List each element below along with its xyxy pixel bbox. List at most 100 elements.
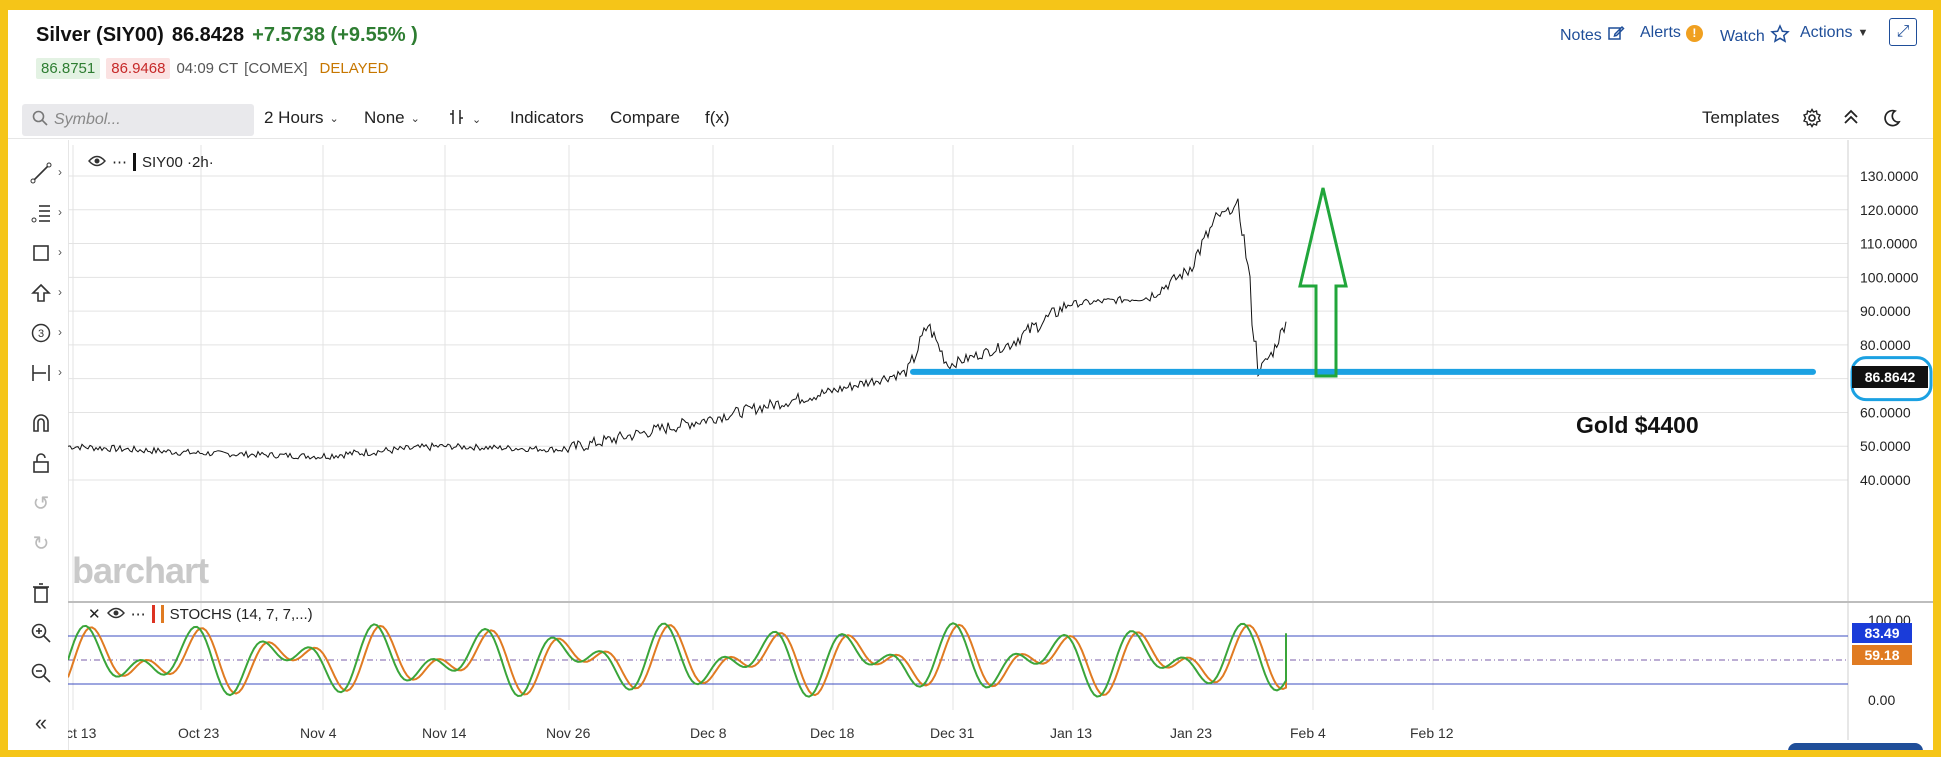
x-tick-label: Feb 12 bbox=[1410, 725, 1454, 741]
templates-button[interactable]: Templates bbox=[1702, 108, 1780, 127]
series-color-swatch bbox=[160, 605, 164, 623]
indicators-button[interactable]: Indicators bbox=[510, 108, 584, 127]
watch-label: Watch bbox=[1720, 27, 1765, 45]
series-name: SIY00 ·2h· bbox=[142, 153, 214, 171]
quote-subline: 86.8751 86.9468 04:09 CT [COMEX] DELAYED bbox=[36, 58, 388, 79]
scroll-handle[interactable] bbox=[1788, 743, 1923, 750]
symbol-placeholder: Symbol... bbox=[54, 111, 121, 128]
measure-tool-icon[interactable] bbox=[28, 360, 54, 386]
ask-price: 86.9468 bbox=[106, 58, 171, 79]
arrow-tool-icon[interactable] bbox=[28, 280, 54, 306]
actions-menu[interactable]: Actions ▼ bbox=[1800, 24, 1868, 42]
stoch-legend: ✕ ⋯ STOCHS (14, 7, 7,...) bbox=[88, 605, 313, 623]
last-price: 86.8428 bbox=[171, 24, 245, 46]
price-change: +7.5738 (+9.55% ) bbox=[252, 24, 418, 46]
y-tick-label: 50.0000 bbox=[1860, 438, 1911, 454]
delayed-status: DELAYED bbox=[319, 60, 389, 77]
more-icon[interactable]: ⋯ bbox=[130, 606, 146, 623]
drawing-toolbar bbox=[8, 140, 69, 750]
alert-icon: ! bbox=[1685, 24, 1703, 42]
study-select[interactable]: None ⌄ bbox=[364, 108, 420, 128]
y-tick-label: 40.0000 bbox=[1860, 472, 1911, 488]
price-line bbox=[68, 198, 1287, 461]
x-tick-label: Jan 13 bbox=[1050, 725, 1092, 741]
y-tick-label: 120.0000 bbox=[1860, 202, 1919, 218]
chart-type-select[interactable]: ⌄ bbox=[448, 108, 481, 131]
stoch-name: STOCHS (14, 7, 7,...) bbox=[169, 605, 313, 623]
undo-icon[interactable]: ↺ bbox=[32, 492, 50, 515]
chevron-right-icon[interactable]: › bbox=[58, 205, 62, 219]
price-chart[interactable]: 130.0000 120.0000 110.0000 100.0000 90.0000 8… bbox=[68, 140, 1933, 750]
y-tick-label: 60.0000 bbox=[1860, 404, 1911, 420]
gear-icon[interactable] bbox=[1802, 108, 1822, 128]
up-arrow bbox=[1298, 187, 1348, 378]
alerts-label: Alerts bbox=[1640, 24, 1681, 41]
x-tick-label: Nov 14 bbox=[422, 725, 467, 741]
stoch-d-line bbox=[68, 623, 1287, 697]
study-label: None bbox=[364, 108, 405, 127]
x-tick-label: Dec 8 bbox=[690, 725, 727, 741]
y-tick-label: 110.0000 bbox=[1860, 236, 1918, 252]
quote-time: 04:09 CT bbox=[176, 60, 239, 77]
notes-button[interactable]: Notes bbox=[1560, 24, 1625, 47]
eye-icon[interactable] bbox=[88, 154, 106, 171]
search-icon bbox=[32, 110, 48, 131]
candlestick-icon bbox=[448, 108, 466, 131]
x-tick-label: ct 13 bbox=[68, 725, 97, 741]
expand-icon[interactable]: ⤢ bbox=[1889, 18, 1917, 46]
shape-tool-icon[interactable] bbox=[28, 240, 54, 266]
series-legend: ⋯ SIY00 ·2h· bbox=[88, 153, 214, 171]
gold-annotation: Gold $4400 bbox=[1576, 412, 1699, 438]
current-price-badge: 86.8642 bbox=[1852, 366, 1928, 388]
chart-toolbar bbox=[8, 102, 1933, 139]
stoch-k-badge: 83.49 bbox=[1852, 623, 1912, 643]
x-tick-label: Nov 26 bbox=[546, 725, 591, 741]
compare-button[interactable]: Compare bbox=[610, 108, 680, 127]
series-color-swatch bbox=[151, 605, 155, 623]
chevron-right-icon[interactable]: › bbox=[58, 245, 62, 259]
unlock-icon[interactable] bbox=[28, 450, 54, 476]
zoom-out-icon[interactable] bbox=[28, 660, 54, 686]
watch-button[interactable]: Watch bbox=[1720, 24, 1790, 49]
chevron-down-icon: ⌄ bbox=[329, 112, 339, 125]
stoch-k-line bbox=[68, 622, 1287, 698]
collapse-header-icon[interactable] bbox=[1842, 108, 1860, 126]
symbol-header: Silver (SIY00) 86.8428 +7.5738 (+9.55% ) bbox=[36, 24, 418, 47]
collapse-icon[interactable]: « bbox=[34, 710, 48, 735]
line-tool-icon[interactable] bbox=[28, 160, 54, 186]
count-tool-icon[interactable]: 3 bbox=[28, 320, 54, 346]
magnet-icon[interactable] bbox=[28, 410, 54, 436]
chevron-right-icon[interactable]: › bbox=[58, 365, 62, 379]
edit-icon bbox=[1607, 24, 1625, 47]
fx-button[interactable]: f(x) bbox=[705, 108, 730, 127]
symbol-search-input[interactable]: Symbol... bbox=[22, 104, 254, 136]
more-icon[interactable]: ⋯ bbox=[112, 154, 127, 171]
fib-tool-icon[interactable] bbox=[28, 200, 54, 226]
trash-icon[interactable] bbox=[28, 580, 54, 606]
eye-icon[interactable] bbox=[106, 606, 125, 623]
chevron-down-icon: ⌄ bbox=[472, 114, 482, 126]
stoch-d-badge: 59.18 bbox=[1852, 645, 1912, 665]
interval-select[interactable]: 2 Hours ⌄ bbox=[264, 108, 339, 128]
x-tick-label: Feb 4 bbox=[1290, 725, 1326, 741]
chevron-right-icon[interactable]: › bbox=[58, 165, 62, 179]
actions-label: Actions bbox=[1800, 24, 1853, 41]
redo-icon[interactable]: ↻ bbox=[32, 532, 50, 555]
bid-price: 86.8751 bbox=[36, 58, 101, 79]
symbol-title: Silver (SIY00) bbox=[36, 24, 164, 46]
close-icon[interactable]: ✕ bbox=[88, 606, 101, 623]
chevron-right-icon[interactable]: › bbox=[58, 285, 62, 299]
exchange-label: [COMEX] bbox=[244, 60, 308, 77]
x-tick-label: Nov 4 bbox=[300, 725, 337, 741]
y-tick-label: 130.0000 bbox=[1860, 168, 1919, 184]
barchart-watermark: barchart bbox=[72, 550, 209, 591]
zoom-in-icon[interactable] bbox=[28, 620, 54, 646]
star-icon bbox=[1769, 24, 1790, 49]
chevron-down-icon: ⌄ bbox=[410, 112, 420, 125]
chart-window: Silver (SIY00) 86.8428 +7.5738 (+9.55% ) 8… bbox=[8, 10, 1933, 750]
moon-icon[interactable] bbox=[1882, 108, 1902, 128]
y-tick-label: 80.0000 bbox=[1860, 337, 1911, 353]
chevron-right-icon[interactable]: › bbox=[58, 325, 62, 339]
stoch-y-tick-label: 0.00 bbox=[1868, 692, 1895, 708]
alerts-button[interactable]: Alerts ! bbox=[1640, 24, 1703, 42]
